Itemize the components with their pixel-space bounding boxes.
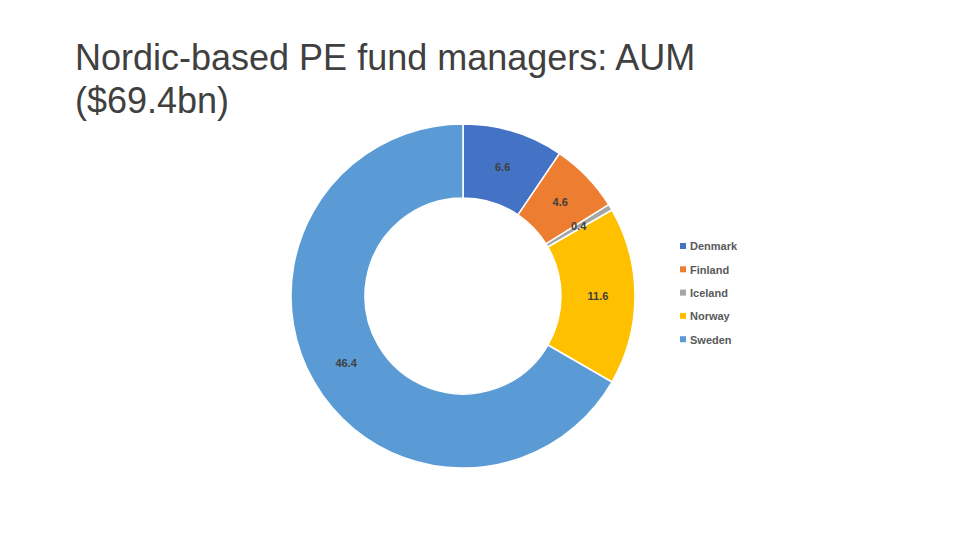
legend-item: Denmark: [680, 240, 738, 252]
title-line: Nordic-based PE fund managers: AUM: [75, 37, 695, 78]
legend-item: Finland: [680, 264, 729, 276]
chart: Nordic-based PE fund managers: AUM($69.4…: [0, 0, 960, 540]
title: Nordic-based PE fund managers: AUM($69.4…: [75, 37, 695, 121]
data-label: 0.4: [571, 220, 587, 232]
legend-label: Sweden: [690, 334, 732, 346]
title-line: ($69.4bn): [75, 80, 229, 121]
legend-label: Denmark: [690, 240, 738, 252]
data-label: 6.6: [495, 161, 510, 173]
legend-item: Norway: [680, 310, 731, 322]
legend-label: Finland: [690, 264, 729, 276]
plot: [291, 124, 635, 468]
data-labels: 6.6 4.60.4 11.6 46.4: [335, 161, 608, 370]
legend-item: Iceland: [680, 287, 728, 299]
legend-label: Norway: [690, 310, 731, 322]
data-label: 46.4: [335, 357, 357, 369]
slice: [291, 124, 612, 468]
legend: Denmark Finland Iceland Norway Sweden: [680, 240, 738, 345]
legend-swatch: [680, 243, 686, 249]
legend-swatch: [680, 266, 686, 272]
data-label: 4.6: [553, 196, 568, 208]
legend-swatch: [680, 336, 686, 342]
legend-label: Iceland: [690, 287, 728, 299]
legend-item: Sweden: [680, 334, 732, 346]
legend-swatch: [680, 290, 686, 296]
legend-swatch: [680, 313, 686, 319]
data-label: 11.6: [588, 290, 609, 302]
